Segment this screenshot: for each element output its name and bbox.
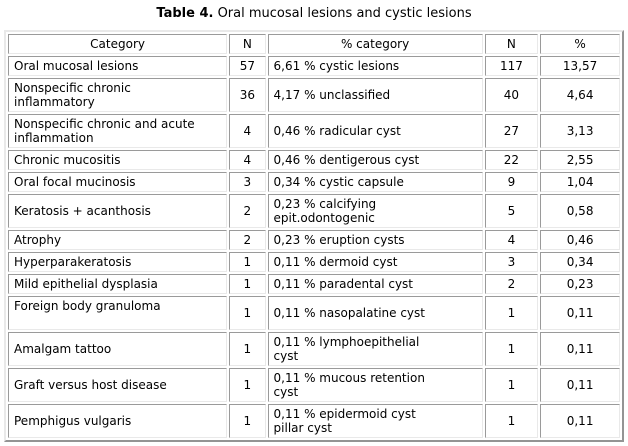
cell-percent-category: 0,23 % eruption cysts [267,230,483,250]
table-row: Oral focal mucinosis 3 0,34 % cystic capsu… [8,172,620,192]
cell-percent-category: 6,61 % cystic lesions [267,56,483,76]
table-caption-label: Table 4. [156,6,214,21]
table-row: Pemphigus vulgaris 1 0,11 % epidermoid cys… [8,404,620,438]
table-row: Chronic mucositis 4 0,46 % dentigerous cys… [8,150,620,170]
cell-percent-category: 0,46 % radicular cyst [267,114,483,148]
cell-n-cystic: 40 [484,78,539,112]
cell-percent-cystic: 0,11 [540,296,620,330]
cell-percent-category: 4,17 % unclassified [267,78,483,112]
cell-n-cystic: 5 [484,194,539,228]
cell-percent-category: 0,11 % mucous retention cyst [267,368,483,402]
cell-n-category: 1 [229,296,266,330]
cell-percent-cystic: 0,58 [540,194,620,228]
cell-n-category: 3 [229,172,266,192]
header-row: Category N % category N % [8,34,620,54]
cell-category: Amalgam tattoo [8,332,228,366]
table-row: Oral mucosal lesions 57 6,61 % cystic lesi… [8,56,620,76]
cell-n-cystic: 1 [484,296,539,330]
cell-n-category: 1 [229,274,266,294]
table-row: Nonspecific chronic inflammatory 36 4,17 %… [8,78,620,112]
cell-percent-category: 0,11 % epidermoid cyst pillar cyst [267,404,483,438]
cell-n-category: 36 [229,78,266,112]
cell-percent-cystic: 0,34 [540,252,620,272]
table-row: Hyperparakeratosis 1 0,11 % dermoid cyst 3 0… [8,252,620,272]
header-n-cystic: N [484,34,539,54]
cell-percent-category: 0,11 % dermoid cyst [267,252,483,272]
cell-category: Pemphigus vulgaris [8,404,228,438]
cell-category: Chronic mucositis [8,150,228,170]
cell-n-cystic: 22 [484,150,539,170]
cell-n-cystic: 4 [484,230,539,250]
table-row: Mild epithelial dysplasia 1 0,11 % paraden… [8,274,620,294]
table-body: Oral mucosal lesions 57 6,61 % cystic lesi… [8,56,620,438]
table-row: Foreign body granuloma 1 0,11 % nasopalati… [8,296,620,330]
cell-n-category: 1 [229,368,266,402]
cell-percent-cystic: 0,11 [540,368,620,402]
cell-percent-cystic: 4,64 [540,78,620,112]
table-caption-text: Oral mucosal lesions and cystic lesions [217,6,472,21]
cell-n-cystic: 117 [484,56,539,76]
cell-n-category: 2 [229,230,266,250]
header-percent-category: % category [267,34,483,54]
cell-percent-category: 0,34 % cystic capsule [267,172,483,192]
cell-n-category: 1 [229,332,266,366]
header-percent-cystic: % [540,34,620,54]
table-row: Amalgam tattoo 1 0,11 % lymphoepithelial c… [8,332,620,366]
cell-category: Atrophy [8,230,228,250]
cell-category: Foreign body granuloma [8,296,228,330]
cell-category: Mild epithelial dysplasia [8,274,228,294]
cell-percent-cystic: 0,11 [540,332,620,366]
cell-n-category: 1 [229,252,266,272]
cell-n-cystic: 3 [484,252,539,272]
cell-percent-category: 0,46 % dentigerous cyst [267,150,483,170]
cell-n-cystic: 27 [484,114,539,148]
cell-category: Keratosis + acanthosis [8,194,228,228]
table-row: Atrophy 2 0,23 % eruption cysts 4 0,46 [8,230,620,250]
cell-n-cystic: 9 [484,172,539,192]
cell-category: Nonspecific chronic inflammatory [8,78,228,112]
cell-n-category: 4 [229,150,266,170]
cell-percent-category: 0,11 % paradental cyst [267,274,483,294]
table-row: Nonspecific chronic and acute inflammati… [8,114,620,148]
table-row: Keratosis + acanthosis 2 0,23 % calcifying… [8,194,620,228]
cell-percent-cystic: 13,57 [540,56,620,76]
cell-n-cystic: 1 [484,404,539,438]
cell-n-category: 2 [229,194,266,228]
cell-category: Graft versus host disease [8,368,228,402]
header-category: Category [8,34,228,54]
cell-n-category: 1 [229,404,266,438]
cell-n-cystic: 2 [484,274,539,294]
cell-category: Nonspecific chronic and acute inflammati… [8,114,228,148]
cell-percent-cystic: 2,55 [540,150,620,170]
cell-percent-cystic: 0,11 [540,404,620,438]
cell-n-category: 4 [229,114,266,148]
cell-percent-category: 0,23 % calcifying epit.odontogenic [267,194,483,228]
cell-percent-cystic: 0,23 [540,274,620,294]
cell-percent-cystic: 3,13 [540,114,620,148]
cell-category: Hyperparakeratosis [8,252,228,272]
cell-category: Oral mucosal lesions [8,56,228,76]
header-n-category: N [229,34,266,54]
cell-n-category: 57 [229,56,266,76]
cell-percent-category: 0,11 % nasopalatine cyst [267,296,483,330]
cell-category: Oral focal mucinosis [8,172,228,192]
cell-n-cystic: 1 [484,332,539,366]
cell-n-cystic: 1 [484,368,539,402]
table-row: Graft versus host disease 1 0,11 % mucous … [8,368,620,402]
lesions-table: Category N % category N % Oral mucosal l… [4,30,624,442]
table-caption: Table 4. Oral mucosal lesions and cystic… [0,0,628,21]
cell-percent-cystic: 1,04 [540,172,620,192]
cell-percent-cystic: 0,46 [540,230,620,250]
cell-percent-category: 0,11 % lymphoepithelial cyst [267,332,483,366]
